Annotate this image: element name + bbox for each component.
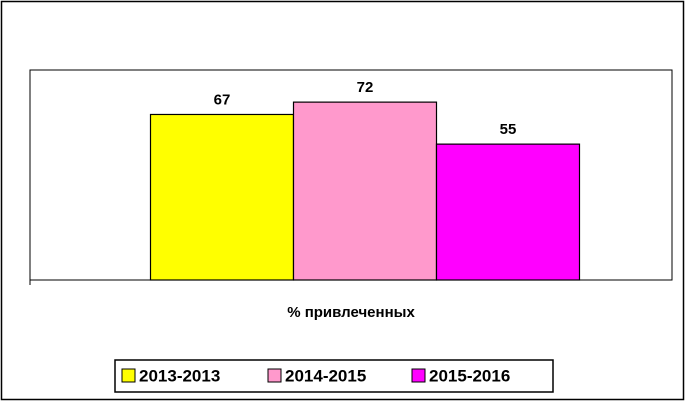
bar — [292, 101, 438, 281]
x-tick-label: % привлеченных — [287, 304, 415, 321]
bar — [149, 113, 295, 281]
legend — [114, 359, 554, 393]
data-label: 72 — [357, 79, 374, 96]
legend-swatch — [121, 368, 136, 383]
legend-swatch — [411, 368, 426, 383]
legend-label: 2013-2013 — [139, 366, 220, 385]
data-label: 67 — [214, 91, 231, 108]
data-label: 55 — [500, 121, 517, 138]
legend-label: 2014-2015 — [285, 366, 366, 385]
legend-label: 2015-2016 — [429, 366, 510, 385]
bar — [435, 143, 581, 281]
legend-swatch — [267, 368, 282, 383]
